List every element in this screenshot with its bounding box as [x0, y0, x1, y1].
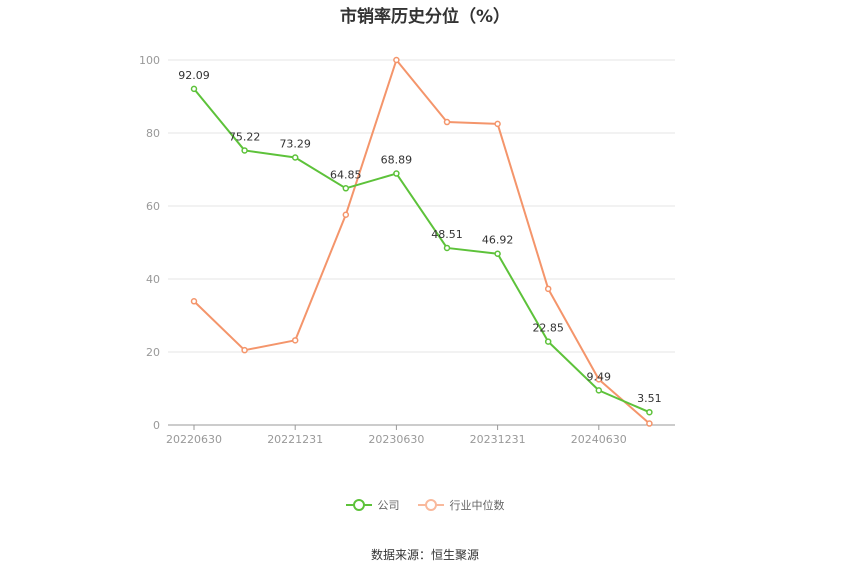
- legend-label-industry-median: 行业中位数: [449, 499, 505, 512]
- y-tick-label: 40: [146, 273, 160, 286]
- legend-label-company: 公司: [377, 499, 400, 512]
- series-line-industry-median: [193, 59, 651, 425]
- y-tick-label: 60: [146, 200, 160, 213]
- axes: 0 20 40 60 80 100 20220630 20221231 20230630 2023…: [139, 54, 627, 446]
- grid-lines: [168, 59, 675, 426]
- y-tick-label: 0: [153, 419, 160, 432]
- data-label-company: 92.09: [178, 69, 210, 82]
- data-point-industry-median: [646, 420, 653, 427]
- chart-title: 市销率历史分位（%）: [339, 7, 511, 27]
- data-point-industry-median: [494, 120, 501, 128]
- data-point-industry-median: [544, 285, 552, 293]
- data-point-company: [544, 338, 552, 345]
- legend-item-company[interactable]: 公司: [345, 497, 400, 513]
- data-point-company: [241, 147, 248, 154]
- legend: 公司 行业中位数: [0, 497, 850, 513]
- x-tick-label: 20221231: [267, 433, 323, 446]
- data-label-company: 48.51: [431, 228, 463, 241]
- data-label-company: 75.22: [229, 130, 261, 143]
- data-point-industry-median: [342, 211, 350, 219]
- data-point-industry-median: [241, 346, 248, 354]
- x-tick-label: 20230630: [368, 433, 424, 446]
- legend-swatch-company: [345, 498, 372, 512]
- legend-item-industry-median[interactable]: 行业中位数: [417, 497, 505, 513]
- series: [190, 56, 653, 427]
- data-point-industry-median: [443, 118, 451, 126]
- data-point-company: [595, 387, 603, 394]
- x-tick-label: 20220630: [166, 433, 222, 446]
- series-line-company: [193, 88, 650, 414]
- data-label-company: 46.92: [482, 234, 514, 247]
- legend-swatch-industry-median: [417, 498, 444, 512]
- y-tick-label: 20: [146, 346, 160, 359]
- data-point-company: [190, 85, 198, 93]
- data-point-industry-median: [595, 376, 603, 383]
- data-labels: 92.09 75.22 73.29 64.85 68.89 48.51 46.92 22.85…: [178, 69, 661, 405]
- source-note: 数据来源：恒生聚源: [370, 548, 479, 562]
- data-label-company: 9.49: [587, 370, 612, 383]
- data-point-company: [646, 408, 653, 416]
- x-tick-label: 20231231: [470, 433, 526, 446]
- data-point-industry-median: [291, 337, 299, 344]
- data-point-company: [443, 244, 451, 252]
- data-point-company: [494, 250, 501, 257]
- data-label-company: 64.85: [330, 168, 362, 181]
- y-tick-label: 80: [146, 127, 160, 140]
- y-tick-label: 100: [139, 54, 160, 67]
- data-label-company: 73.29: [279, 137, 311, 150]
- data-label-company: 68.89: [381, 154, 413, 167]
- data-point-company: [393, 170, 400, 177]
- data-point-industry-median: [393, 56, 400, 64]
- chart-plot: 0 20 40 60 80 100 20220630 20221231 20230630 2023…: [139, 54, 675, 446]
- data-point-industry-median: [190, 298, 198, 305]
- data-label-company: 3.51: [637, 392, 662, 405]
- data-point-company: [291, 154, 299, 161]
- data-label-company: 22.85: [532, 322, 564, 335]
- x-tick-label: 20240630: [571, 433, 627, 446]
- data-point-company: [342, 185, 350, 192]
